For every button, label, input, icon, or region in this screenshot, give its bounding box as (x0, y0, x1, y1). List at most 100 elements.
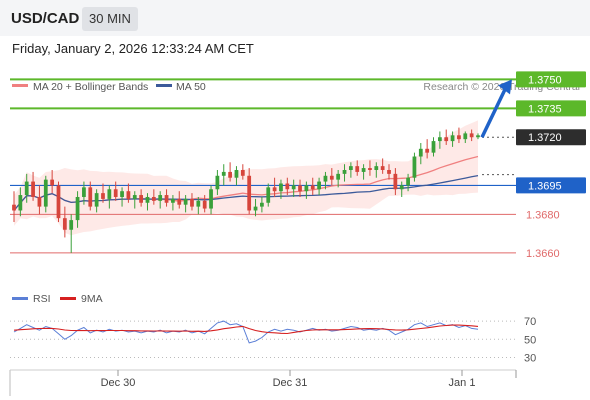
candle-body (457, 135, 461, 140)
level-label-4: 1.3680 (526, 209, 560, 221)
candle-body (463, 133, 468, 140)
candle-body (374, 166, 379, 170)
candle-body (342, 170, 347, 174)
x-tick-label-2: Jan 1 (449, 377, 476, 389)
candle-body (450, 135, 455, 142)
level-tag-0 (516, 71, 586, 88)
candle-body (387, 170, 391, 174)
candle-body (329, 175, 334, 180)
candle-body (132, 195, 137, 199)
candle-body (476, 135, 480, 138)
candle-body (266, 187, 271, 203)
rsi-tick-label-2: 30 (524, 352, 536, 364)
datetime-label: Friday, January 2, 2026 12:33:24 AM CET (12, 41, 254, 56)
candle-body (202, 200, 207, 209)
candle-body (24, 181, 29, 196)
candle-body (336, 173, 341, 180)
candle-body (380, 166, 385, 170)
candle-body (234, 170, 239, 178)
candle-body (190, 198, 194, 207)
candle-body (126, 191, 131, 199)
current-price-tag (516, 129, 586, 146)
candle-body (196, 200, 201, 207)
candle-body (177, 198, 182, 205)
candle-body (253, 206, 258, 211)
candle-body (418, 148, 423, 157)
rsi-legend-swatch (12, 297, 28, 300)
x-tick-label-1: Dec 31 (273, 377, 308, 389)
candle-body (355, 166, 360, 172)
level-label-5: 1.3660 (526, 248, 560, 260)
candle-body (304, 185, 309, 192)
candle-body (164, 195, 169, 203)
candle-body (151, 196, 156, 201)
candle-body (171, 198, 175, 203)
ma50-legend-swatch (156, 84, 172, 87)
candle-body (240, 170, 245, 176)
candle-body (113, 189, 118, 197)
candle-body (209, 189, 213, 209)
candle-body (120, 191, 124, 197)
candle-body (145, 196, 150, 203)
chart-header: USD/CAD 30 MIN (0, 0, 590, 36)
candle-body (310, 185, 315, 190)
candle-body (94, 193, 99, 207)
candle-body (444, 137, 449, 142)
interval-badge[interactable]: 30 MIN (82, 7, 138, 31)
forecast-arrow-head (498, 79, 512, 95)
rsi-ma-legend-swatch (60, 297, 76, 300)
ma50-legend-label: MA 50 (176, 81, 206, 93)
candle-body (75, 196, 80, 221)
candle-body (399, 185, 404, 190)
forecast-arrow-shaft (480, 86, 508, 138)
level-tag-3 (516, 177, 586, 194)
x-tick-label-0: Dec 30 (101, 377, 136, 389)
candle-body (18, 195, 23, 211)
candle-body (56, 185, 61, 219)
candle-body (412, 156, 417, 178)
candle-body (50, 179, 55, 186)
candle-body (298, 185, 302, 192)
candle-body (228, 171, 232, 178)
rsi-tick-label-0: 70 (524, 316, 536, 328)
candle-body (361, 168, 366, 172)
candle-body (323, 175, 328, 182)
candle-body (285, 183, 290, 190)
candle-body (279, 183, 283, 192)
level-label-0: 1.3750 (528, 74, 562, 86)
rsi-tick-label-1: 50 (524, 334, 536, 346)
current-price-label: 1.3720 (528, 132, 562, 144)
candle-body (107, 189, 112, 199)
candle-body (469, 133, 474, 138)
candle-body (12, 204, 16, 211)
candle-body (272, 187, 277, 192)
candle-body (158, 195, 163, 201)
rsi-legend-label: RSI (33, 293, 51, 305)
level-tag-1 (516, 100, 586, 117)
candle-body (215, 175, 220, 190)
bollinger-band (14, 120, 478, 236)
candle-body (393, 173, 398, 190)
candle-body (247, 175, 252, 211)
candle-body (437, 137, 442, 142)
level-label-3: 1.3695 (528, 180, 562, 192)
candle-body (221, 171, 226, 176)
candle-body (406, 177, 410, 186)
ma20-legend-swatch (12, 84, 28, 87)
level-label-1: 1.3735 (528, 103, 562, 115)
candle-body (69, 220, 74, 230)
candle-body (43, 179, 48, 207)
candle-body (260, 202, 264, 207)
candle-body (37, 196, 42, 207)
candle-body (82, 187, 86, 197)
candle-body (348, 166, 353, 170)
candle-body (368, 168, 372, 170)
candle-body (31, 181, 35, 197)
rsi-ma-line (13, 324, 479, 335)
candle-body (183, 198, 188, 205)
rsi-line (13, 320, 479, 344)
candle-body (431, 141, 436, 153)
symbol-title: USD/CAD (11, 10, 80, 27)
candle-body (101, 193, 105, 199)
